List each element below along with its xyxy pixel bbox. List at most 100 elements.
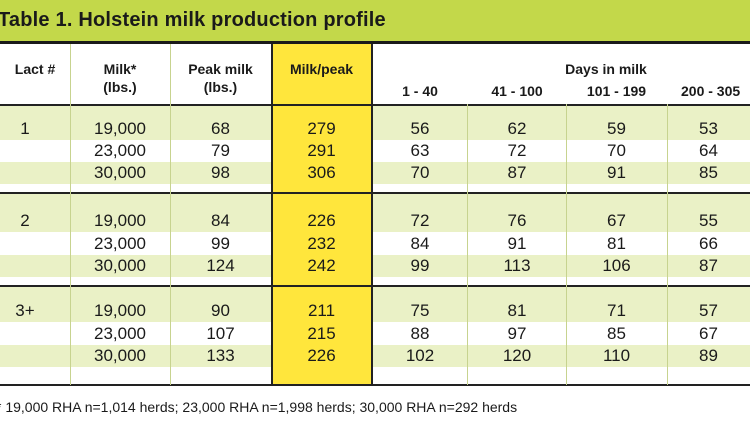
header-days-101-199: 101 - 199 [586,83,647,99]
header-milk: Milk* [103,61,137,77]
days-cell: 85 [607,324,626,343]
milk-peak-column-highlight [271,44,372,385]
column-divider-strong [371,44,373,385]
days-cell: 85 [699,163,718,182]
milk-cell: 23,000 [94,324,146,343]
days-cell: 89 [699,346,718,365]
days-cell: 102 [405,346,435,365]
header-days-200-305: 200 - 305 [681,83,741,99]
days-cell: 99 [410,256,430,275]
milk-peak-cell: 279 [307,119,336,138]
lact-label: 1 [20,119,30,138]
peak-cell: 107 [206,324,235,343]
peak-cell: 90 [211,301,230,320]
days-cell: 70 [607,141,626,160]
days-cell: 87 [507,163,527,182]
header-milk-peak: Milk/peak [289,61,354,77]
days-cell: 113 [503,256,531,275]
milk-cell: 19,000 [94,119,146,138]
peak-cell: 133 [206,346,235,365]
days-cell: 59 [607,119,626,138]
column-divider [70,44,71,385]
column-divider [170,44,171,385]
header-days-in-milk: Days in milk [565,61,647,77]
milk-peak-cell: 215 [307,324,336,343]
bottom-rule [0,384,750,386]
header-milk-units: (lbs.) [103,79,137,95]
days-cell: 67 [607,211,626,230]
days-cell: 120 [502,346,532,365]
table-footnote: * 19,000 RHA n=1,014 herds; 23,000 RHA n… [0,399,518,415]
days-cell: 110 [602,346,631,365]
days-cell: 71 [607,301,626,320]
peak-cell: 84 [211,211,230,230]
group-top-stripe [0,194,750,212]
milk-peak-cell: 242 [307,256,336,275]
days-cell: 67 [699,324,718,343]
peak-cell: 124 [206,256,235,275]
column-divider [566,104,567,385]
table-title-bar: Table 1. Holstein milk production profil… [0,0,750,44]
table-title: Table 1. Holstein milk production profil… [0,9,386,31]
column-divider [467,104,468,385]
header-peak-milk: Peak milk [188,61,253,77]
milk-cell: 23,000 [94,234,146,253]
row-stripe [0,300,750,322]
days-cell: 87 [699,256,718,275]
milk-cell: 23,000 [94,141,146,160]
milk-cell: 30,000 [94,256,146,275]
days-cell: 66 [699,234,718,253]
row-stripe [0,345,750,367]
days-cell: 53 [699,119,718,138]
days-cell: 70 [410,163,430,182]
days-cell: 91 [607,163,626,182]
days-cell: 106 [602,256,631,275]
milk-cell: 19,000 [94,211,146,230]
days-cell: 91 [507,234,527,253]
days-cell: 75 [410,301,430,320]
milk-cell: 30,000 [94,346,146,365]
column-divider [667,104,668,385]
header-peak-milk-units: (lbs.) [203,79,238,95]
row-stripe [0,118,750,140]
header-rule [0,104,750,106]
days-cell: 63 [410,141,430,160]
days-cell: 72 [410,211,430,230]
days-cell: 97 [507,324,527,343]
days-cell: 84 [410,234,430,253]
days-cell: 64 [699,141,718,160]
lact-label: 3+ [15,301,35,320]
milk-cell: 30,000 [94,163,146,182]
group-rule [0,192,750,194]
milk-peak-cell: 226 [307,346,336,365]
days-cell: 57 [699,301,718,320]
milk-cell: 19,000 [94,301,146,320]
peak-cell: 68 [211,119,230,138]
days-cell: 56 [410,119,430,138]
milk-peak-cell: 306 [307,163,336,182]
row-stripe [0,210,750,232]
days-cell: 76 [507,211,527,230]
header-band [0,44,750,104]
header-lact: Lact # [14,61,56,77]
group-rule [0,285,750,287]
milk-peak-cell: 291 [307,141,336,160]
days-cell: 88 [410,324,430,343]
milk-peak-cell: 232 [307,234,336,253]
lact-label: 2 [20,211,30,230]
header-days-41-100: 41 - 100 [491,83,543,99]
days-cell: 81 [607,234,626,253]
header-days-1-40: 1 - 40 [402,83,438,99]
milk-peak-cell: 211 [307,301,336,320]
days-cell: 72 [507,141,527,160]
peak-cell: 98 [211,163,230,182]
days-cell: 81 [507,301,527,320]
days-cell: 62 [507,119,527,138]
peak-cell: 79 [211,141,230,160]
days-cell: 55 [699,211,718,230]
row-stripe [0,162,750,184]
milk-peak-cell: 226 [307,211,336,230]
column-divider-strong [271,44,273,385]
row-stripe [0,255,750,277]
peak-cell: 99 [211,234,230,253]
